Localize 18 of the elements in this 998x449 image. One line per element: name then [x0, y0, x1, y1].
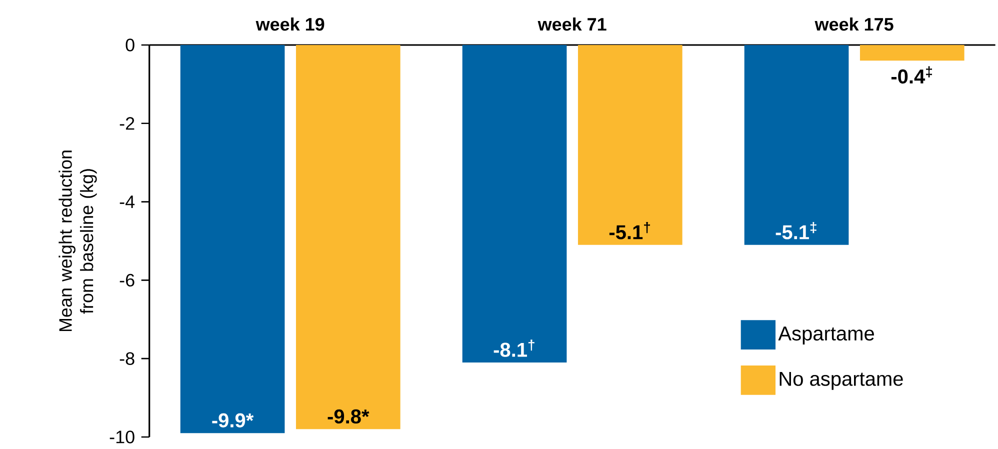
legend-label: Aspartame	[778, 326, 874, 345]
y-tick-label: 0	[126, 38, 134, 52]
y-tick-label: -8	[120, 352, 134, 365]
y-tick-label: -10	[110, 430, 134, 444]
y-tick-label: -2	[120, 117, 134, 130]
data-label: -8.1$^{†}$	[494, 340, 534, 357]
y-tick-label: -6	[120, 274, 134, 287]
data-label: -9.8*	[328, 409, 370, 424]
data-label: -5.1$^{†}$	[609, 222, 650, 240]
data-label: -9.9*	[212, 413, 254, 428]
x-tick-label: week 71	[538, 18, 606, 31]
legend-label: No aspartame	[780, 372, 903, 390]
x-tick-label: week 175	[814, 18, 894, 31]
y-axis-title: Mean weight reduction from baseline (kg)	[58, 150, 97, 332]
x-tick-label: week 19	[256, 18, 324, 31]
data-label: -0.4$^{‡}$	[891, 66, 932, 84]
y-tick-label: -4	[120, 196, 135, 208]
data-label: -5.1$^{‡}$	[776, 222, 816, 240]
